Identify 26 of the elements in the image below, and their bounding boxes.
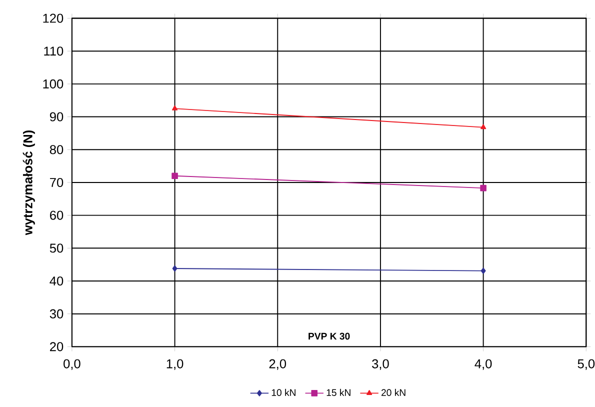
annotation: PVP K 30 bbox=[308, 332, 350, 340]
y-tick-label: 50 bbox=[50, 244, 64, 253]
y-tick-label: 20 bbox=[50, 342, 64, 352]
y-tick-label: 80 bbox=[50, 145, 64, 154]
y-tick-label: 70 bbox=[50, 178, 64, 188]
x-tick-label: 5,0 bbox=[578, 359, 595, 370]
x-tick-label: 1,0 bbox=[166, 359, 184, 370]
y-axis-title: wytrzymałość (N) bbox=[22, 130, 35, 236]
point bbox=[480, 185, 486, 192]
legend-label: 15 kN bbox=[326, 389, 350, 396]
x-tick-label: 3,0 bbox=[372, 359, 389, 370]
point bbox=[480, 268, 486, 274]
x-tick-label: 0,0 bbox=[64, 359, 80, 370]
y-tick-label: 30 bbox=[50, 309, 64, 318]
x-tick-label: 4,0 bbox=[474, 359, 492, 370]
legend-label: 20 kN bbox=[382, 389, 406, 396]
legend-label: 10 kN bbox=[272, 389, 296, 396]
y-tick-label: 60 bbox=[50, 210, 64, 220]
y-tick-label: 120 bbox=[43, 14, 64, 23]
x-tick-label: 2,0 bbox=[269, 359, 286, 370]
y-tick-label: 110 bbox=[44, 46, 64, 56]
y-tick-label: 40 bbox=[50, 276, 64, 286]
y-tick-label: 100 bbox=[43, 80, 64, 89]
point bbox=[172, 172, 178, 180]
y-tick-label: 90 bbox=[50, 112, 64, 122]
point bbox=[172, 265, 178, 272]
